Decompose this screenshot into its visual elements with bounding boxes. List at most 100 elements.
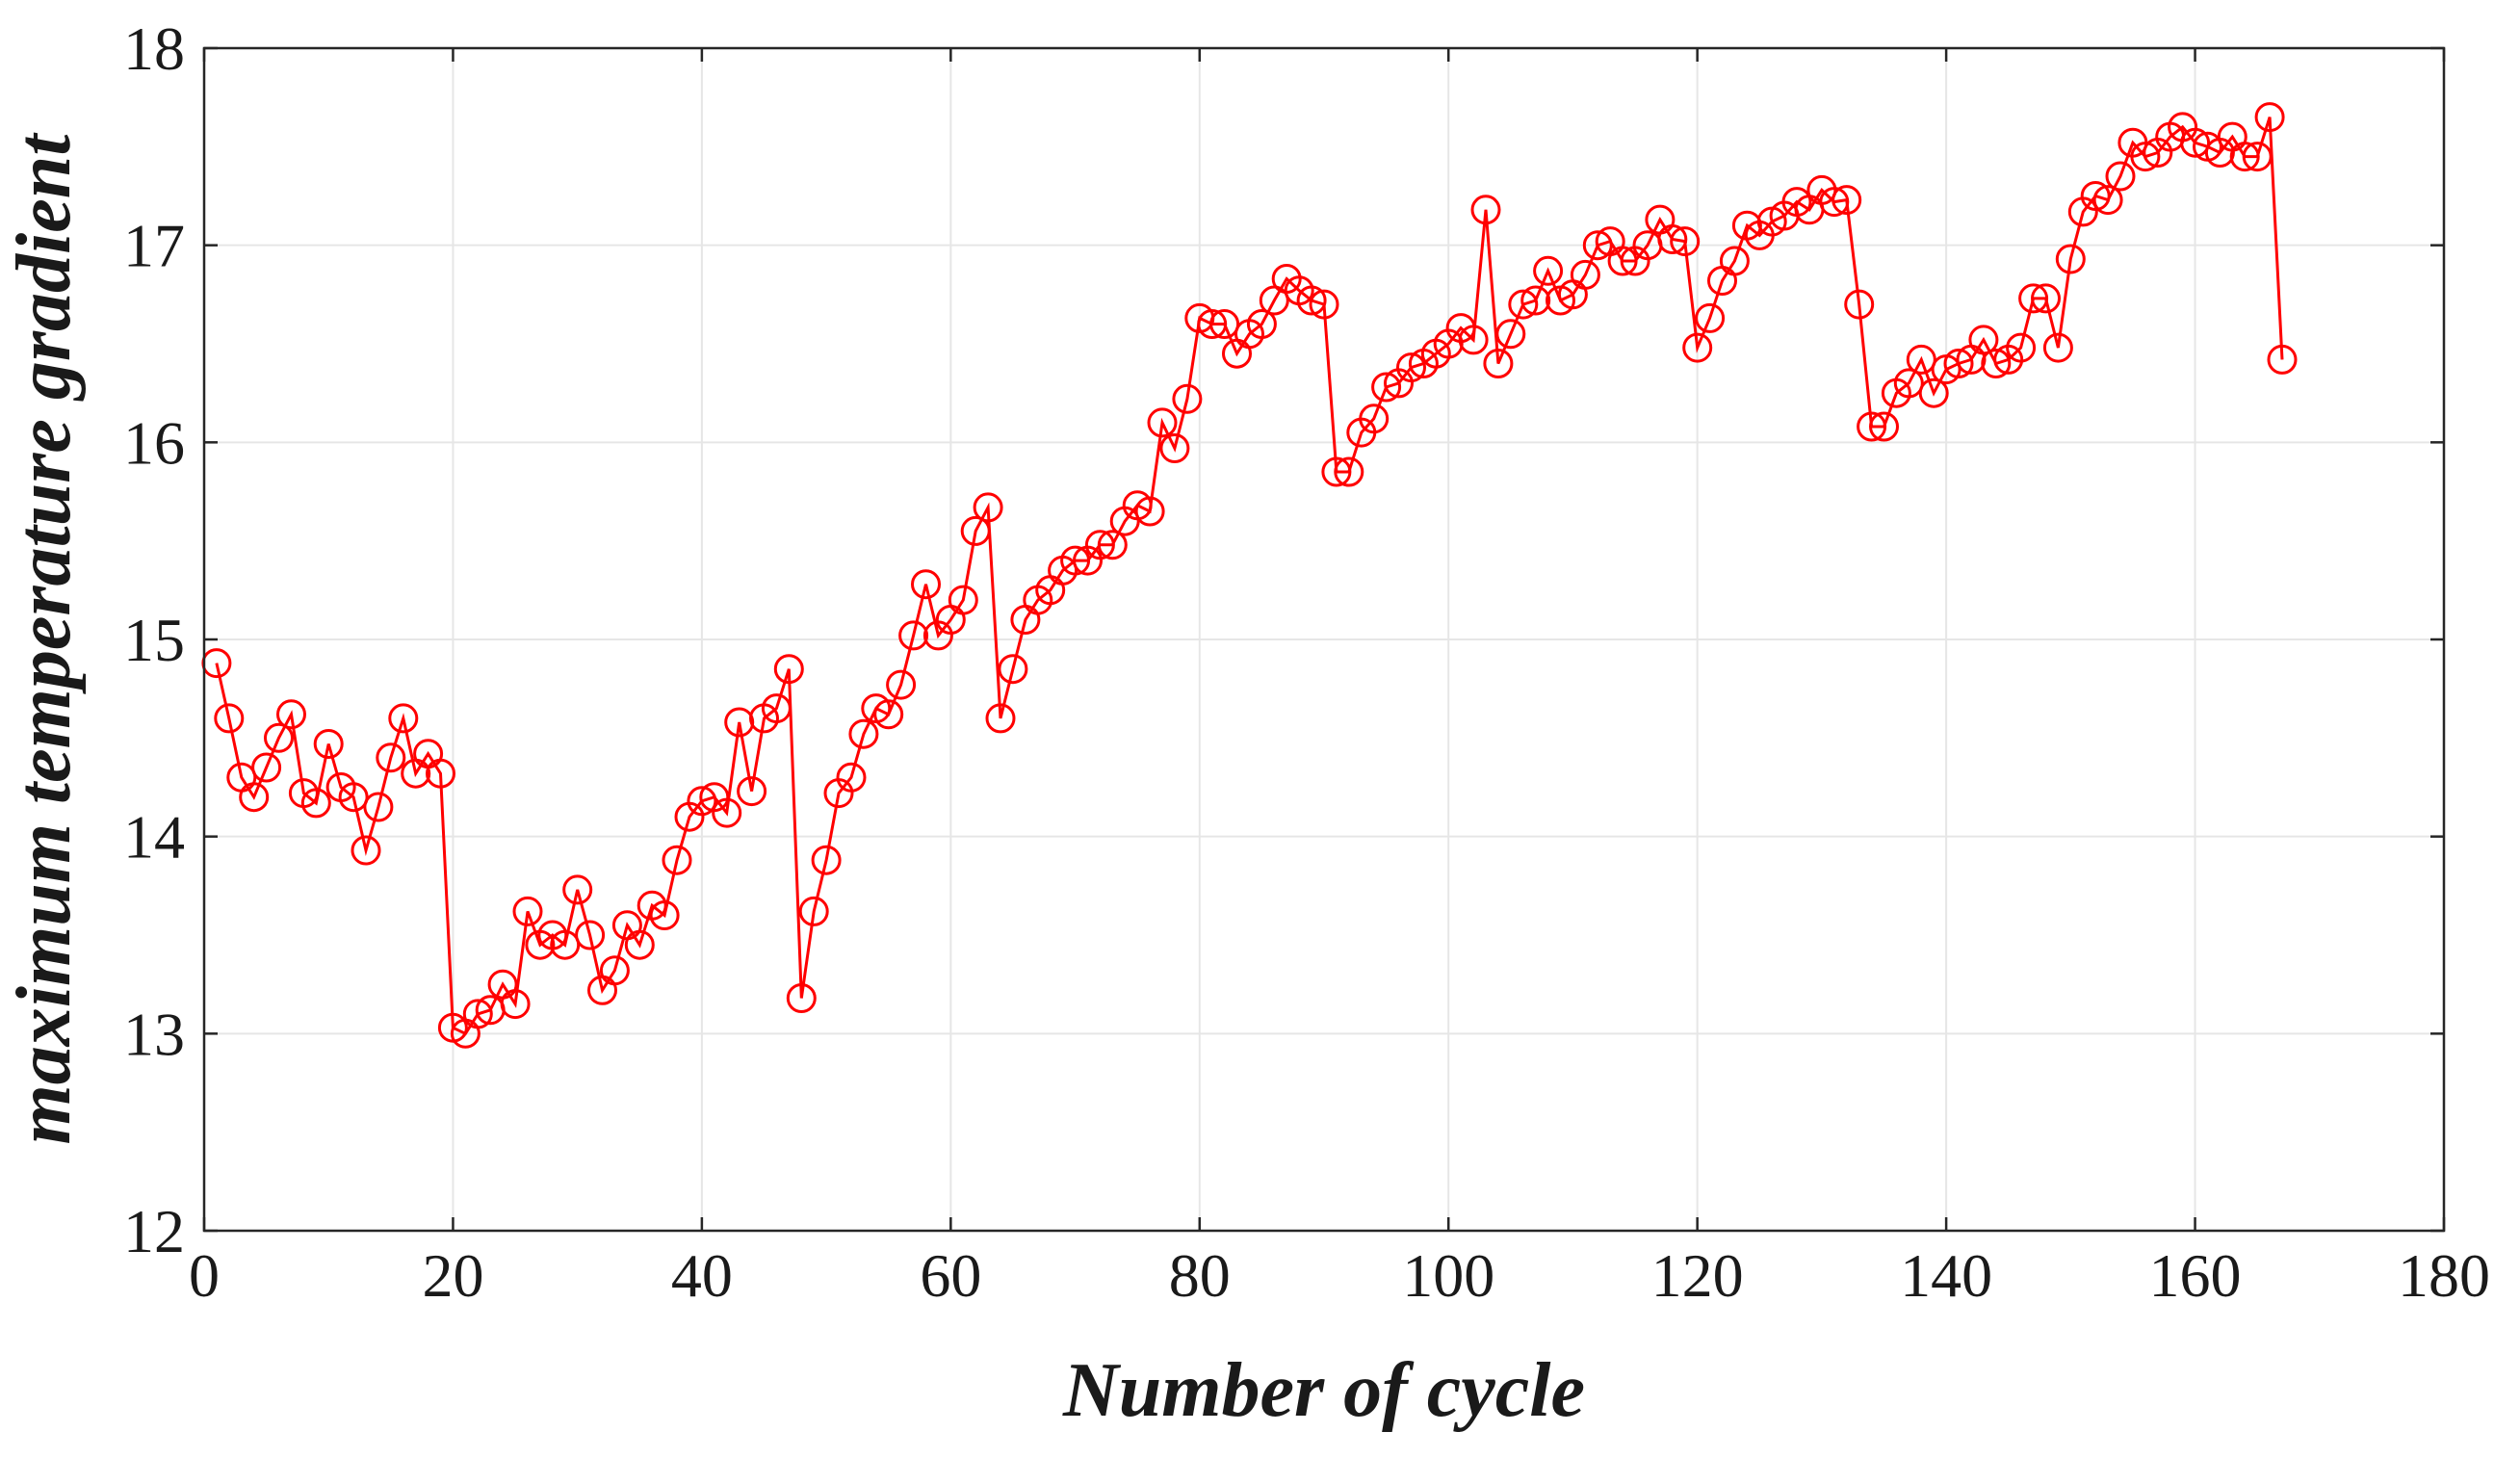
data-point [836, 762, 867, 793]
data-point [363, 792, 394, 822]
data-point [1719, 246, 1750, 276]
data-point [2105, 161, 2136, 192]
data-point [2080, 181, 2111, 211]
series-line [215, 117, 2284, 1036]
x-tick-label: 120 [1651, 1241, 1744, 1310]
data-point [1695, 302, 1726, 333]
y-tick-label: 18 [123, 14, 185, 83]
data-point [338, 782, 369, 813]
data-point [1893, 368, 1924, 399]
data-point [624, 929, 655, 960]
data-point [1334, 456, 1364, 487]
x-tick-label: 40 [671, 1241, 733, 1310]
data-point [786, 983, 817, 1013]
data-point [351, 835, 381, 866]
data-point [264, 722, 294, 753]
data-point [1943, 349, 1974, 378]
data-point [712, 797, 742, 828]
data-point [1682, 332, 1713, 363]
y-tick-label: 14 [123, 803, 185, 872]
data-point [1296, 285, 1327, 316]
x-tick-label: 180 [2398, 1241, 2490, 1310]
data-point [2018, 283, 2049, 314]
data-point [911, 569, 941, 600]
data-point [948, 585, 978, 615]
x-tick-label: 100 [1402, 1241, 1494, 1310]
data-point [687, 786, 717, 817]
data-point [300, 788, 331, 819]
data-point [1371, 372, 1402, 403]
data-point [873, 699, 904, 730]
data-point [550, 929, 581, 960]
data-point [985, 703, 1016, 734]
data-point [1869, 411, 1899, 442]
data-point [1508, 289, 1539, 320]
data-point [1968, 325, 1999, 355]
data-point [724, 707, 755, 738]
data-point [1470, 195, 1501, 225]
data-point [1520, 285, 1551, 316]
y-tick-label: 13 [123, 1000, 185, 1068]
data-point [2031, 283, 2061, 314]
data-point [2229, 142, 2260, 172]
data-point [1483, 349, 1514, 378]
data-point [1209, 309, 1240, 339]
tick-labels: 0 20 40 60 80 100 120 140 160 180 12 13 14 15 16 17 18 [123, 14, 2490, 1310]
data-point [1844, 289, 1875, 320]
data-point [2254, 102, 2285, 133]
data-point [512, 896, 543, 926]
data-point [239, 782, 270, 813]
data-point [1246, 309, 1277, 339]
data-point [2042, 332, 2073, 363]
y-axis-title: maximum temperature gradient [2, 132, 87, 1145]
data-point [1359, 404, 1390, 434]
data-point [251, 752, 282, 783]
data-point [998, 654, 1028, 685]
data-point [1607, 246, 1638, 276]
data-point [973, 492, 1003, 523]
data-point [1084, 530, 1115, 560]
data-point [1134, 496, 1165, 527]
data-point [1172, 383, 1203, 414]
data-point [1657, 224, 1688, 254]
y-tick-label: 15 [123, 606, 185, 674]
data-point [276, 699, 306, 730]
data-point [1981, 349, 2012, 378]
data-point [1097, 530, 1128, 560]
data-point [2130, 142, 2161, 172]
data-point [2006, 332, 2037, 363]
data-point [1819, 187, 1850, 218]
data-point [562, 874, 593, 905]
data-point [1321, 456, 1352, 487]
y-tick-label: 16 [123, 408, 185, 477]
data-point [1060, 545, 1091, 576]
data-point [886, 669, 917, 700]
data-point [811, 845, 842, 875]
data-point [761, 693, 792, 724]
data-point [848, 718, 879, 749]
data-point [1396, 352, 1426, 383]
data-point [960, 515, 991, 546]
data-point [1197, 309, 1228, 339]
data-point [2180, 127, 2211, 158]
data-point [1309, 289, 1339, 320]
data-point [1918, 378, 1949, 408]
x-tick-label: 80 [1169, 1241, 1231, 1310]
plot-frame [202, 46, 2446, 1233]
data-point [1458, 325, 1489, 355]
data-point [426, 758, 455, 789]
x-tick-label: 60 [920, 1241, 981, 1310]
data-point [2267, 344, 2298, 375]
data-point [599, 955, 630, 986]
y-tick-label: 12 [123, 1197, 185, 1265]
data-point [214, 703, 245, 734]
x-tick-label: 140 [1900, 1241, 1992, 1310]
data-point [1147, 407, 1178, 438]
y-tick-label: 17 [123, 212, 185, 280]
x-tick-label: 0 [189, 1241, 220, 1310]
data-point [1570, 259, 1600, 290]
x-tick-label: 160 [2149, 1241, 2242, 1310]
